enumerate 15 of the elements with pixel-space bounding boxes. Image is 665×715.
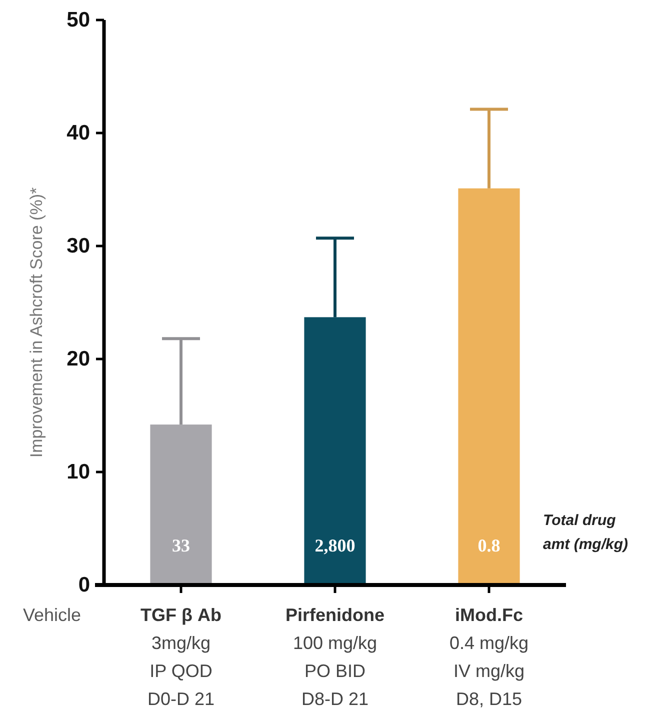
annotation: Total drug amt (mg/kg): [543, 512, 628, 553]
x-tick-label: Pirfenidone 100 mg/kg PO BID D8-D 21: [285, 605, 385, 709]
annotation: 0.8: [478, 535, 500, 556]
y-tick-label: 30: [66, 234, 90, 258]
y-tick-label: 0: [78, 574, 90, 597]
y-tick-label: 40: [66, 122, 90, 145]
y-tick-label: 50: [66, 8, 90, 32]
x-tick-label: iMod.Fc 0.4 mg/kg IV mg/kg D8, D15: [449, 605, 529, 709]
x-tick-label: TGF β Ab 3mg/kg IP QOD D0-D 21: [140, 605, 222, 709]
annotation: 33: [172, 535, 190, 556]
y-axis-title: Improvement in Ashcroft Score (%)*: [27, 187, 46, 458]
y-tick-label: 20: [66, 348, 90, 371]
text: Vehicle: [22, 605, 82, 625]
y-tick-label: 10: [66, 460, 90, 484]
annotation: 2,800: [314, 535, 356, 556]
